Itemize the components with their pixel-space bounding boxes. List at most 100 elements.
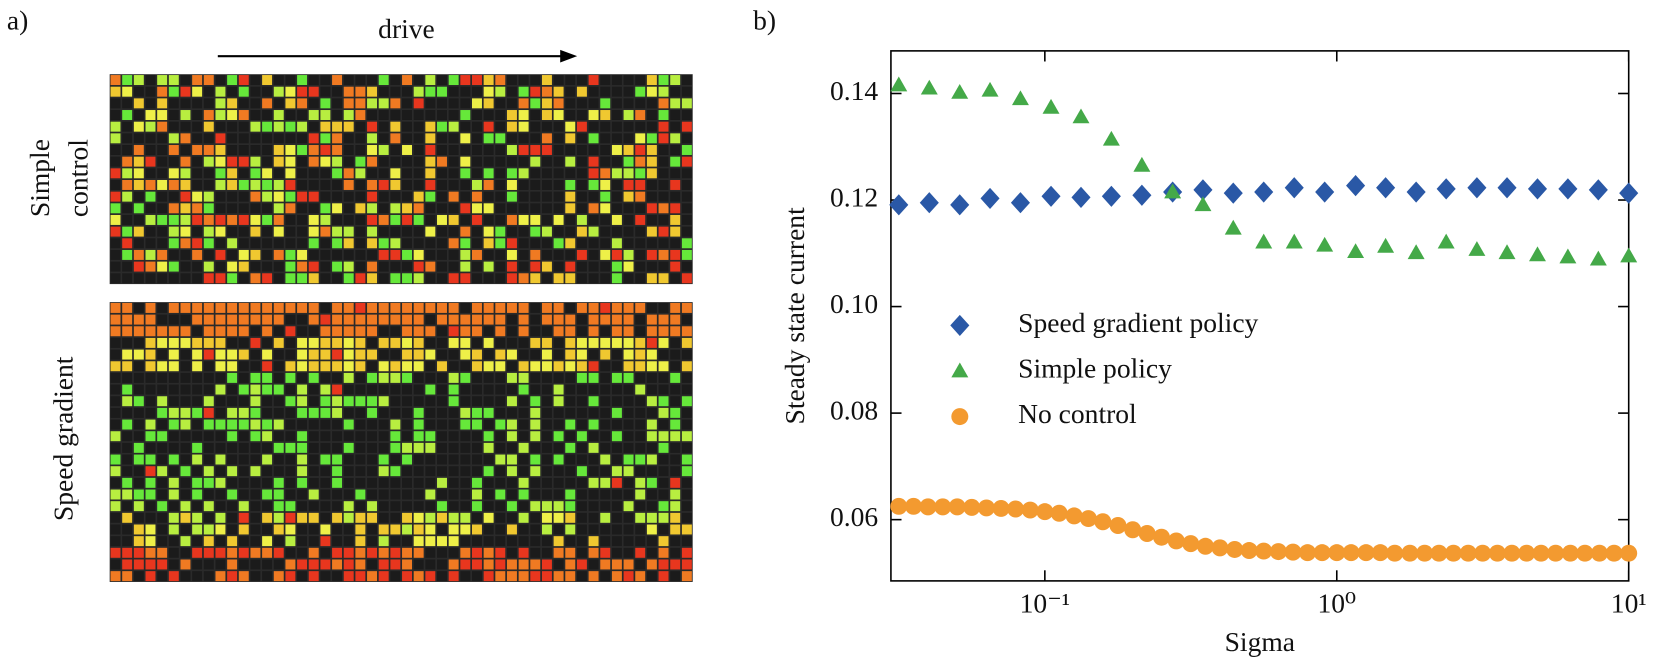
lattice-cell bbox=[168, 524, 179, 535]
lattice-cell bbox=[623, 361, 634, 372]
lattice-cell bbox=[227, 559, 238, 570]
lattice-cell bbox=[576, 110, 587, 120]
lattice-cell bbox=[192, 547, 203, 558]
lattice-cell bbox=[646, 349, 657, 360]
lattice-cell bbox=[670, 226, 681, 237]
lattice-cell bbox=[506, 133, 517, 144]
lattice-cell bbox=[553, 419, 564, 430]
lattice-cell bbox=[320, 314, 331, 325]
lattice-cell bbox=[145, 536, 156, 547]
lattice-cell bbox=[437, 384, 447, 395]
lattice-cell bbox=[308, 238, 319, 249]
marker-diamond bbox=[919, 192, 939, 214]
lattice-cell bbox=[530, 249, 541, 260]
lattice-cell bbox=[553, 226, 564, 237]
lattice-cell bbox=[600, 407, 611, 418]
lattice-cell bbox=[518, 98, 529, 109]
lattice-cell bbox=[262, 349, 273, 360]
marker-triangle bbox=[1316, 236, 1334, 252]
lattice-cell bbox=[157, 98, 168, 109]
lattice-cell bbox=[308, 547, 319, 558]
lattice-cell bbox=[203, 536, 214, 547]
lattice-cell bbox=[192, 261, 203, 272]
lattice-cell bbox=[646, 273, 657, 284]
lattice-cell bbox=[273, 407, 284, 418]
lattice-cell bbox=[308, 121, 319, 132]
lattice-cell bbox=[530, 372, 541, 383]
lattice-cell bbox=[157, 302, 168, 313]
lattice-cell bbox=[681, 442, 692, 453]
lattice-cell bbox=[611, 536, 622, 547]
lattice-cell bbox=[238, 168, 249, 179]
lattice-cell bbox=[471, 145, 482, 155]
lattice-cell bbox=[635, 121, 646, 132]
lattice-cell bbox=[483, 466, 494, 477]
lattice-cell bbox=[157, 466, 168, 477]
lattice-cell bbox=[262, 133, 273, 144]
lattice-cell bbox=[262, 302, 273, 313]
lattice-cell bbox=[541, 477, 552, 488]
marker-triangle bbox=[1224, 219, 1242, 235]
marker-diamond bbox=[1193, 179, 1213, 201]
lattice-cell bbox=[122, 477, 133, 488]
lattice-cell bbox=[110, 466, 121, 477]
lattice-cell bbox=[495, 110, 506, 120]
lattice-cell bbox=[530, 477, 541, 488]
lattice-cell bbox=[332, 372, 343, 383]
lattice-cell bbox=[413, 326, 424, 337]
lattice-cell bbox=[332, 547, 343, 558]
lattice-cell bbox=[122, 168, 133, 179]
lattice-cell bbox=[367, 454, 378, 465]
lattice-cell bbox=[157, 249, 168, 260]
lattice-cell bbox=[541, 466, 552, 477]
lattice-cell bbox=[576, 477, 587, 488]
lattice-cell bbox=[297, 86, 308, 97]
marker-circle bbox=[1182, 535, 1200, 553]
lattice-cell bbox=[367, 273, 378, 284]
marker-circle bbox=[1547, 544, 1565, 562]
lattice-cell bbox=[297, 454, 308, 465]
lattice-cell bbox=[565, 384, 576, 395]
lattice-cell bbox=[133, 547, 144, 558]
lattice-cell bbox=[297, 419, 308, 430]
lattice-cell bbox=[227, 536, 238, 547]
lattice-cell bbox=[332, 145, 343, 155]
lattice-cell bbox=[390, 156, 401, 167]
lattice-cell bbox=[343, 75, 354, 86]
lattice-cell bbox=[332, 86, 343, 97]
lattice-cell bbox=[227, 571, 238, 582]
lattice-cell bbox=[168, 214, 179, 225]
lattice-cell bbox=[437, 326, 447, 337]
lattice-cell bbox=[646, 547, 657, 558]
lattice-cell bbox=[483, 524, 494, 535]
lattice-cell bbox=[588, 431, 599, 442]
lattice-cell bbox=[122, 145, 133, 155]
lattice-cell bbox=[238, 419, 249, 430]
marker-triangle bbox=[1042, 98, 1060, 114]
lattice-cell bbox=[215, 466, 226, 477]
lattice-cell bbox=[145, 203, 156, 214]
lattice-cell bbox=[541, 75, 552, 86]
lattice-cell bbox=[203, 203, 214, 214]
lattice-cell bbox=[413, 407, 424, 418]
lattice-cell bbox=[238, 249, 249, 260]
lattice-cell bbox=[448, 98, 459, 109]
lattice-cell bbox=[658, 489, 669, 500]
lattice-cell bbox=[495, 273, 506, 284]
lattice-cell bbox=[553, 536, 564, 547]
lattice-cell bbox=[343, 314, 354, 325]
lattice-cell bbox=[437, 302, 447, 313]
lattice-cell bbox=[588, 145, 599, 155]
lattice-cell bbox=[157, 349, 168, 360]
lattice-cell bbox=[530, 98, 541, 109]
lattice-cell bbox=[227, 431, 238, 442]
lattice-cell bbox=[145, 419, 156, 430]
marker-circle bbox=[1371, 544, 1389, 562]
lattice-cell bbox=[495, 349, 506, 360]
lattice-cell bbox=[588, 249, 599, 260]
lattice-cell bbox=[390, 314, 401, 325]
lattice-cell bbox=[565, 168, 576, 179]
lattice-cell bbox=[390, 203, 401, 214]
lattice-cell bbox=[285, 191, 296, 202]
lattice-cell bbox=[635, 501, 646, 512]
